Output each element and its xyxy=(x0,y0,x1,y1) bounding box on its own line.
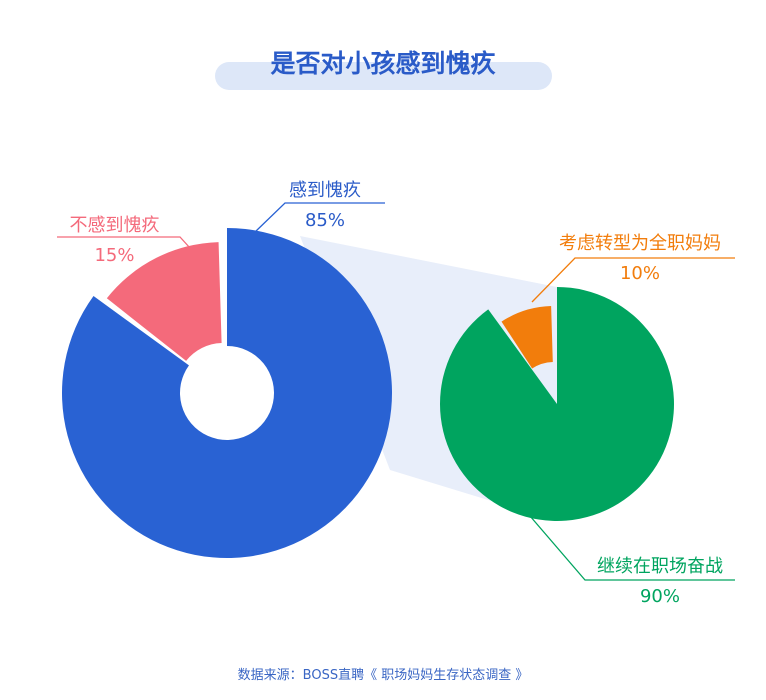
source-note: 数据来源：BOSS直聘《 职场妈妈生存状态调查 》 xyxy=(237,668,529,683)
label-guilty-value: 85% xyxy=(304,210,345,231)
label-keep-working: 继续在职场奋战 90% xyxy=(585,552,735,607)
label-not-guilty: 不感到愧疚 15% xyxy=(57,211,172,266)
title-pill xyxy=(215,62,552,90)
label-guilty: 感到愧疚 85% xyxy=(270,176,380,231)
leader-not-guilty xyxy=(57,236,191,249)
label-fulltime-mom: 考虑转型为全职妈妈 10% xyxy=(545,229,735,284)
label-fulltime-mom-value: 10% xyxy=(619,263,660,284)
leader-keep-working xyxy=(529,515,735,581)
label-not-guilty-value: 15% xyxy=(94,245,135,266)
slice-keep-working xyxy=(440,287,674,521)
label-fulltime-mom-name: 考虑转型为全职妈妈 xyxy=(559,233,721,254)
slice-guilty xyxy=(61,228,393,558)
label-not-guilty-name: 不感到愧疚 xyxy=(69,215,160,236)
label-keep-working-name: 继续在职场奋战 xyxy=(597,556,723,577)
leader-fulltime-mom xyxy=(531,257,735,303)
slice-not-guilty xyxy=(106,242,222,361)
chart-title: 是否对小孩感到愧疚 xyxy=(270,49,496,78)
label-guilty-name: 感到愧疚 xyxy=(289,180,361,201)
leader-guilty xyxy=(254,202,385,233)
slice-fulltime-mom xyxy=(501,306,553,369)
label-keep-working-value: 90% xyxy=(639,586,680,607)
